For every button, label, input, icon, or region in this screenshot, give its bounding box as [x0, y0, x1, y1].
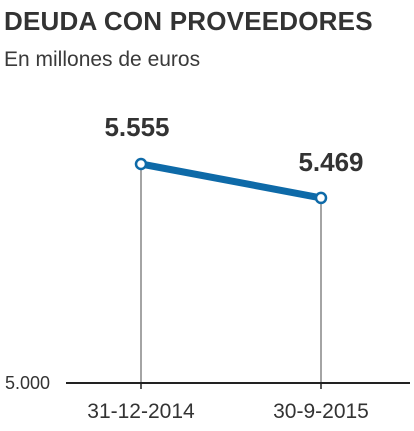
- x-tick-label: 30-9-2015: [273, 400, 369, 423]
- chart-title: DEUDA CON PROVEEDORES: [4, 6, 373, 36]
- data-label: 5.555: [104, 112, 169, 142]
- data-point: [314, 191, 328, 205]
- y-tick-label: 5.000: [5, 373, 50, 393]
- chart-subtitle: En millones de euros: [4, 48, 201, 71]
- x-tick-label: 31-12-2014: [87, 400, 195, 423]
- series-line: [137, 160, 325, 202]
- data-point: [134, 157, 148, 171]
- data-label: 5.469: [298, 147, 363, 177]
